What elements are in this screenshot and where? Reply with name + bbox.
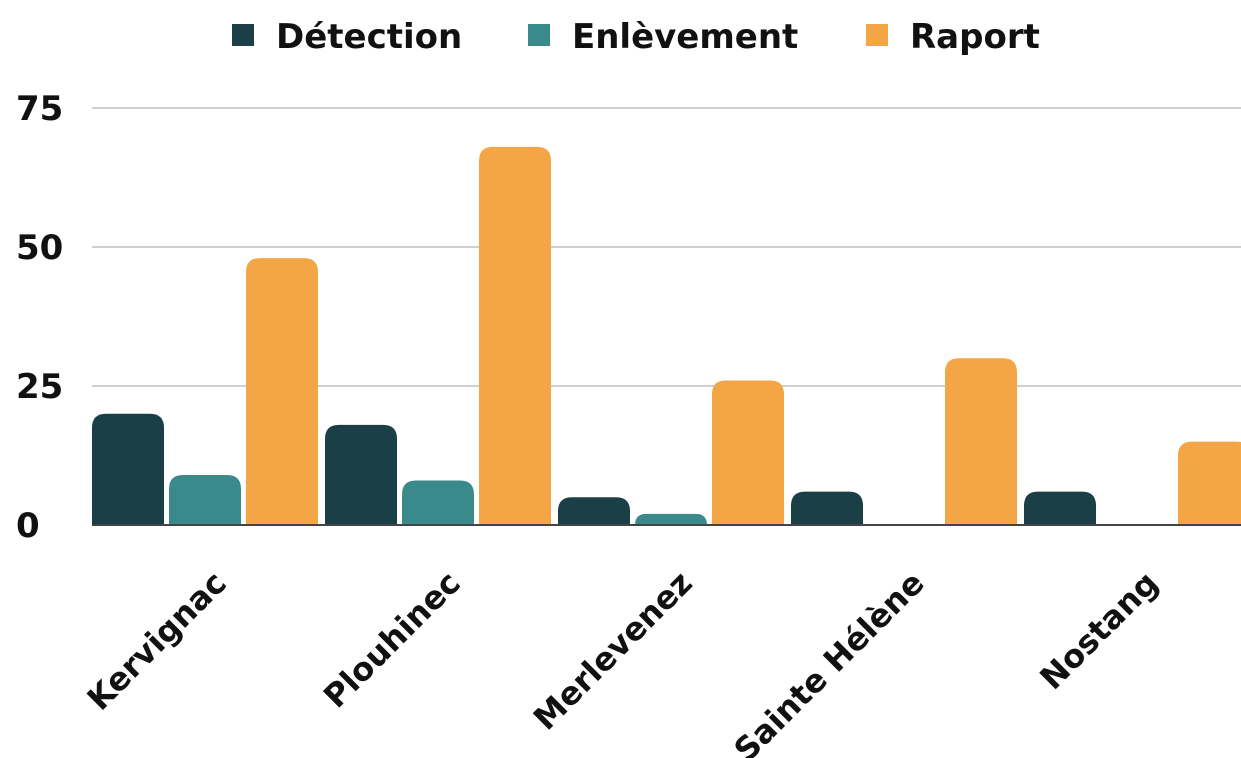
x-tick-label: Sainte Hélène xyxy=(726,564,931,758)
x-tick-label: Plouhinec xyxy=(316,564,468,716)
x-tick-label: Merlevenez xyxy=(526,564,700,738)
bar-raport-3 xyxy=(945,358,1017,525)
bars xyxy=(92,146,1241,526)
y-tick-label: 25 xyxy=(16,367,63,407)
bar-raport-4 xyxy=(1178,441,1241,525)
bar-d-tection-2 xyxy=(558,497,630,525)
y-tick-label: 75 xyxy=(16,89,63,129)
bar-raport-0 xyxy=(246,258,318,525)
bar-enl-vement-1 xyxy=(402,480,474,525)
legend-swatch-enlevement xyxy=(528,24,550,46)
bar-raport-1 xyxy=(479,146,551,526)
bar-raport-2 xyxy=(712,380,784,525)
bar-d-tection-1 xyxy=(325,424,397,525)
legend-swatch-detection xyxy=(232,24,254,46)
y-tick-label: 50 xyxy=(16,228,63,268)
bar-enl-vement-0 xyxy=(169,474,241,525)
bar-enl-vement-2 xyxy=(635,513,707,525)
bar-d-tection-0 xyxy=(92,413,164,525)
x-tick-label: Kervignac xyxy=(80,564,234,718)
legend-label-detection: Détection xyxy=(276,17,462,57)
x-axis-labels: Kervignac Plouhinec Merlevenez Sainte Hélèn… xyxy=(80,564,1166,758)
y-axis: 0 25 50 75 xyxy=(16,89,63,546)
x-tick-label: Nostang xyxy=(1032,564,1165,697)
legend-label-enlevement: Enlèvement xyxy=(572,17,798,57)
legend: Détection Enlèvement Raport xyxy=(232,17,1040,57)
bar-d-tection-3 xyxy=(791,491,863,525)
legend-label-raport: Raport xyxy=(910,17,1040,57)
y-tick-label: 0 xyxy=(16,506,40,546)
legend-swatch-raport xyxy=(866,24,888,46)
bar-d-tection-4 xyxy=(1024,491,1096,525)
